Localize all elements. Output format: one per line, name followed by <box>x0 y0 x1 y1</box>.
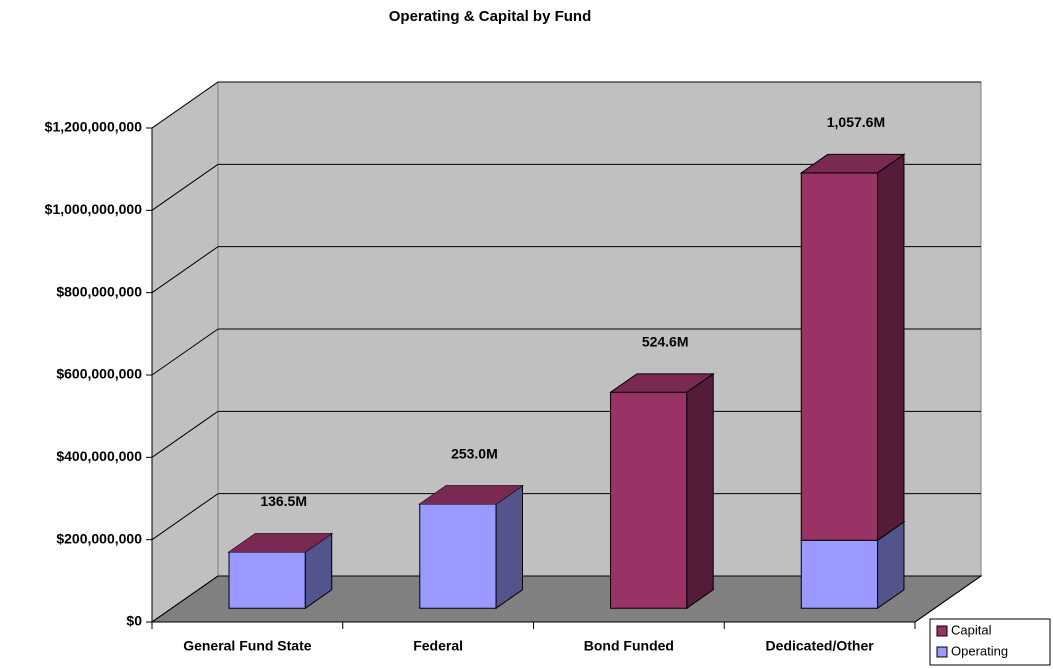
bar-front <box>800 172 879 541</box>
x-tick-label: Dedicated/Other <box>766 638 875 654</box>
bar <box>608 372 715 610</box>
grid-line <box>151 493 219 541</box>
bar-top <box>229 533 332 553</box>
bar-top <box>799 153 906 174</box>
grid-line <box>151 81 219 129</box>
grid-line <box>151 575 219 623</box>
floor-edge <box>914 575 982 623</box>
y-tick-label: $1,000,000,000 <box>45 201 143 217</box>
grid-line <box>151 246 219 294</box>
bar <box>419 485 523 505</box>
x-tick-label: General Fund State <box>183 638 312 654</box>
bar <box>229 533 332 553</box>
bar <box>799 153 906 542</box>
x-tick-label: Federal <box>413 638 463 654</box>
bar-front <box>800 539 879 609</box>
bar-side <box>877 153 905 542</box>
x-tick-label: Bond Funded <box>584 638 674 654</box>
bar-front <box>610 391 688 609</box>
value-label: 1,057.6M <box>827 114 885 130</box>
legend-label: Capital <box>951 622 992 637</box>
value-label: 253.0M <box>451 445 498 461</box>
value-label: 136.5M <box>260 493 307 509</box>
grid-line <box>151 163 219 211</box>
y-tick-label: $1,200,000,000 <box>45 119 143 135</box>
bar-top <box>419 485 523 505</box>
grid-line <box>151 328 219 376</box>
y-tick-label: $600,000,000 <box>56 366 142 382</box>
bar-front <box>228 551 306 609</box>
bar-side <box>495 484 523 610</box>
value-label: 524.6M <box>642 333 689 349</box>
legend-swatch <box>936 625 948 637</box>
bar-side <box>686 372 714 610</box>
bar-top <box>608 373 715 393</box>
legend-swatch <box>936 646 948 658</box>
grid-line <box>151 410 219 458</box>
chart-title: Operating & Capital by Fund <box>389 8 592 25</box>
y-tick-label: $800,000,000 <box>56 283 142 299</box>
y-tick-label: $0 <box>126 613 142 629</box>
bar-front <box>419 503 497 609</box>
legend-label: Operating <box>951 643 1008 658</box>
y-tick-label: $200,000,000 <box>56 530 142 546</box>
y-tick-label: $400,000,000 <box>56 448 142 464</box>
legend-box <box>929 618 1051 666</box>
